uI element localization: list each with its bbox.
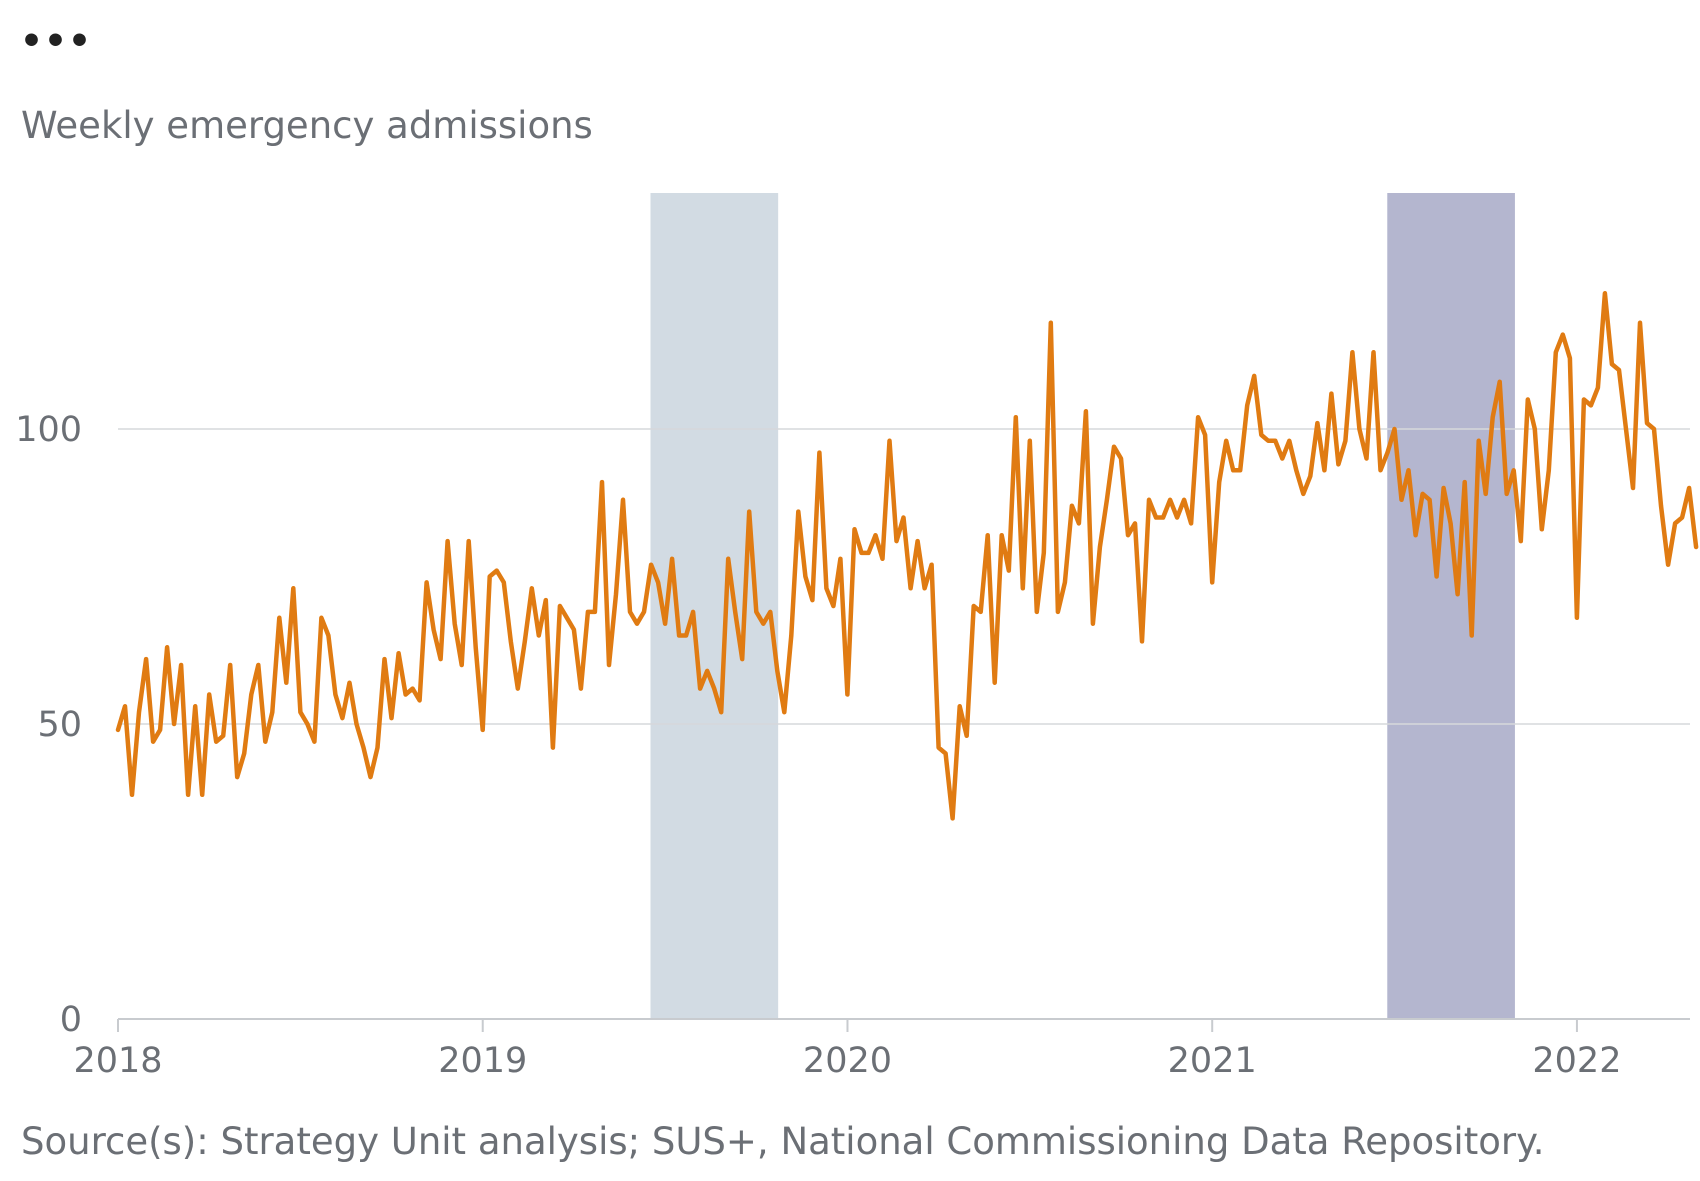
x-tick-label: 2022 — [1532, 1041, 1621, 1081]
highlight-bands — [650, 193, 1515, 1019]
x-tick-label: 2021 — [1168, 1041, 1257, 1081]
x-axis: 2018 2019 2020 2021 2022 — [73, 1018, 1690, 1081]
x-tick-label: 2018 — [73, 1041, 162, 1081]
source-note: Source(s): Strategy Unit analysis; SUS+,… — [21, 1120, 1545, 1163]
x-tick-label: 2020 — [803, 1041, 892, 1081]
y-tick-label: 50 — [37, 705, 82, 745]
x-tick-label: 2019 — [438, 1041, 527, 1081]
highlight-band-1 — [650, 193, 779, 1019]
y-axis-ticks: 0 50 100 — [15, 410, 82, 1040]
y-tick-label: 100 — [15, 410, 82, 450]
series-line-1 — [115, 291, 1699, 821]
series-group — [115, 291, 1699, 821]
y-axis-label: Weekly emergency admissions — [21, 104, 593, 147]
more-options-icon[interactable]: ••• — [20, 21, 93, 62]
highlight-band-2 — [1387, 193, 1515, 1019]
y-tick-label: 0 — [60, 1000, 82, 1040]
